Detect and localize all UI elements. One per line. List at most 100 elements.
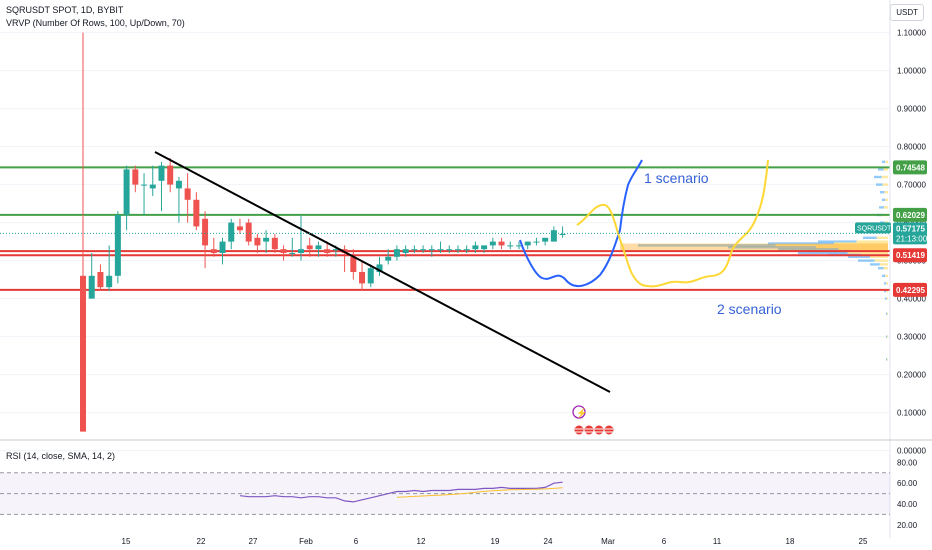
candle-body (446, 249, 453, 251)
volume-profile-bar (883, 206, 888, 209)
candle-body (542, 237, 549, 242)
volume-profile-bar (887, 358, 888, 361)
currency-selector[interactable]: USDT (890, 4, 924, 21)
candle-body (149, 184, 156, 189)
candle-body (263, 237, 270, 242)
volume-profile-bar (885, 160, 888, 163)
candle-body (228, 222, 235, 242)
rsi-tick-label: 20.00 (897, 521, 918, 530)
candle-body (524, 241, 531, 246)
price-tick-label: 1.00000 (897, 67, 926, 76)
volume-profile-bar (887, 335, 888, 338)
volume-profile-bar (881, 175, 888, 179)
volume-profile-bar (834, 242, 888, 245)
volume-profile-bar (884, 282, 887, 285)
volume-profile-bar (818, 240, 857, 243)
price-tick-label: 0.70000 (897, 181, 926, 190)
candles (80, 32, 566, 432)
candle-body (306, 245, 313, 250)
price-tick-label: 0.10000 (897, 409, 926, 418)
us-flag-event-icon[interactable] (573, 424, 585, 436)
price-level-label-bg (893, 248, 927, 263)
volume-profile-bar (876, 183, 883, 186)
annotation-2-scenario: 2 scenario (717, 301, 782, 317)
volume-profile-bar (778, 248, 839, 251)
volume-profile-bar (874, 175, 882, 179)
last-price-countdown: 21:13:00 (896, 234, 928, 243)
candle-body (141, 184, 148, 186)
volume-profile-bar (884, 289, 887, 293)
candle-body (184, 188, 191, 200)
volume-profile-bar (728, 246, 816, 249)
time-tick-label: 24 (544, 537, 553, 546)
candle-body (88, 275, 95, 299)
volume-profile-bar (768, 242, 834, 245)
candle-body (132, 169, 139, 185)
volume-profile-bar (858, 259, 875, 262)
economic-events[interactable] (573, 424, 615, 436)
time-tick-label: 19 (491, 537, 500, 546)
candle-body (298, 249, 304, 253)
price-tick-label: 0.20000 (897, 371, 926, 380)
candle-body (481, 245, 488, 250)
rsi-label: RSI (14, close, SMA, 14, 2) (6, 451, 115, 461)
grid (0, 32, 890, 452)
volume-profile-bar (798, 251, 848, 255)
candle-body (420, 249, 427, 251)
volume-profile-bar (870, 255, 888, 258)
us-flag-event-icon[interactable] (603, 424, 615, 436)
lightning-glyph: ⚡ (576, 407, 587, 419)
candle-body (254, 237, 261, 246)
volume-profile-bar (876, 236, 888, 239)
candle-body (289, 253, 296, 254)
volume-profile-bar (638, 244, 776, 247)
rsi-line (239, 481, 563, 503)
candle-body (123, 169, 130, 215)
rsi-sma-line (396, 487, 563, 498)
volume-profile-bar (880, 191, 885, 194)
trendline (154, 151, 611, 393)
candle-body (463, 249, 470, 251)
volume-profile-bar (886, 289, 888, 293)
price-tick-label: 0.80000 (897, 143, 926, 152)
volume-profile-bar (856, 240, 888, 243)
drawings: 1 scenario 2 scenario ⚡ (154, 151, 782, 419)
us-flag-event-icon[interactable] (593, 424, 605, 436)
candle-body (219, 241, 226, 253)
candle-body (393, 249, 400, 257)
time-tick-label: 18 (786, 537, 795, 546)
last-price-value: 0.57175 (896, 224, 925, 233)
volume-profile (620, 160, 888, 361)
price-level-label: 0.42295 (896, 286, 925, 295)
candle-body (167, 165, 174, 185)
volume-profile-bar (885, 297, 887, 300)
time-tick-label: 6 (354, 537, 359, 546)
time-tick-label: 6 (662, 537, 667, 546)
candle-body (106, 275, 113, 288)
volume-profile-bar (886, 282, 888, 285)
volume-profile-bar (838, 248, 888, 251)
price-level-label-bg (893, 160, 927, 175)
time-tick-label: 11 (713, 537, 722, 546)
rsi-tick-label: 60.00 (897, 479, 918, 488)
lightning-event-icon (572, 405, 586, 419)
us-flag-event-icon[interactable] (583, 424, 595, 436)
candle-body (80, 275, 86, 432)
candle-body (202, 218, 209, 246)
price-level-label: 0.74548 (896, 163, 925, 172)
volume-profile-bar (878, 168, 884, 171)
candle-body (559, 234, 566, 235)
candle-body (428, 249, 435, 251)
rsi-tick-label: 80.00 (897, 458, 918, 467)
price-tick-label: 0.30000 (897, 333, 926, 342)
candle-body (367, 268, 374, 284)
candle-body (385, 256, 392, 261)
volume-profile-bar (879, 206, 884, 209)
candle-body (472, 245, 479, 250)
volume-profile-bar (886, 312, 888, 315)
candle-body (271, 237, 278, 250)
candle-body (411, 249, 418, 251)
time-tick-label: 27 (249, 537, 258, 546)
volume-profile-bar (886, 335, 888, 338)
